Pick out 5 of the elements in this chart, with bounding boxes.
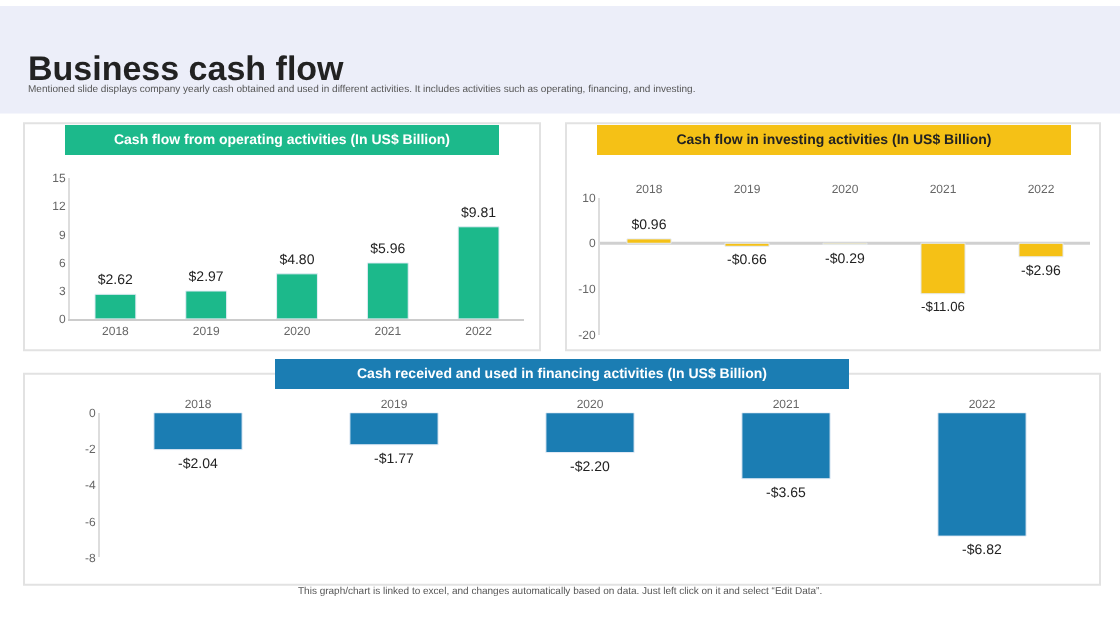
bar xyxy=(185,290,228,319)
bar xyxy=(457,226,500,319)
bar xyxy=(366,262,409,319)
bar xyxy=(94,293,137,319)
bar xyxy=(276,273,318,319)
